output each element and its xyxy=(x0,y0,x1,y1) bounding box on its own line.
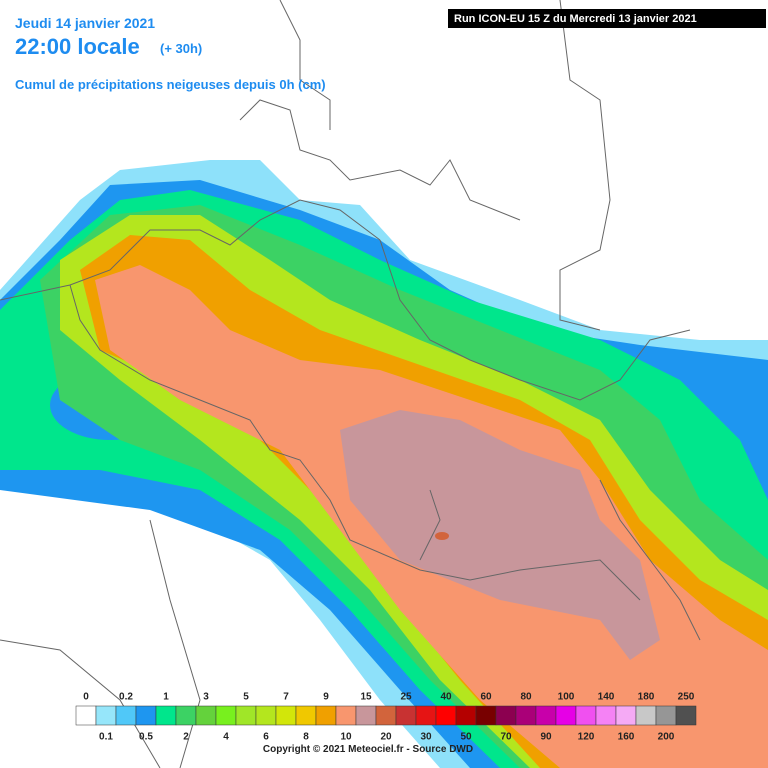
legend-swatch xyxy=(195,705,217,726)
legend-label: 20 xyxy=(380,732,392,743)
field-title: Cumul de précipitations neigeuses depuis… xyxy=(15,77,326,92)
legend-label: 140 xyxy=(598,692,615,703)
legend-swatch xyxy=(475,705,497,726)
legend-swatch xyxy=(175,705,197,726)
snow-field xyxy=(0,160,768,768)
legend-label: 10 xyxy=(340,732,352,743)
time: 22:00 locale xyxy=(15,34,140,59)
legend-label: 9 xyxy=(323,692,329,703)
legend: 0 0.1 0.2 0.5 1 2 3 4 5 6 7 8 9 10 15 20 25 30 40 50 60 70 80 9… xyxy=(75,692,697,743)
legend-swatch xyxy=(535,705,557,726)
legend-label: 60 xyxy=(480,692,492,703)
legend-label: 5 xyxy=(243,692,249,703)
copyright: Copyright © 2021 Meteociel.fr - Source D… xyxy=(263,744,473,755)
legend-label: 2 xyxy=(183,732,189,743)
legend-swatch xyxy=(495,705,517,726)
legend-swatch xyxy=(295,705,317,726)
legend-label: 250 xyxy=(678,692,695,703)
legend-label: 70 xyxy=(500,732,512,743)
legend-label: 90 xyxy=(540,732,552,743)
legend-swatch xyxy=(575,705,597,726)
legend-swatch xyxy=(235,705,257,726)
legend-label: 50 xyxy=(460,732,472,743)
legend-label: 0 xyxy=(83,692,89,703)
legend-label: 40 xyxy=(440,692,452,703)
legend-label: 120 xyxy=(578,732,595,743)
legend-label: 8 xyxy=(303,732,309,743)
legend-swatch xyxy=(95,705,117,726)
legend-swatch xyxy=(675,705,697,726)
legend-label: 4 xyxy=(223,732,229,743)
legend-swatch xyxy=(135,705,157,726)
run-box xyxy=(448,9,766,28)
legend-label: 200 xyxy=(658,732,675,743)
legend-swatch xyxy=(355,705,377,726)
legend-label: 15 xyxy=(360,692,372,703)
legend-label: 7 xyxy=(283,692,289,703)
legend-label: 25 xyxy=(400,692,412,703)
legend-label: 80 xyxy=(520,692,532,703)
legend-swatch xyxy=(275,705,297,726)
legend-label: 30 xyxy=(420,732,432,743)
offset: (+ 30h) xyxy=(160,41,202,56)
legend-swatch xyxy=(435,705,457,726)
legend-swatch xyxy=(415,705,437,726)
legend-label: 160 xyxy=(618,732,635,743)
legend-swatch xyxy=(515,705,537,726)
legend-swatch xyxy=(215,705,237,726)
legend-label: 0.2 xyxy=(119,692,133,703)
legend-label: 180 xyxy=(638,692,655,703)
legend-swatch xyxy=(615,705,637,726)
legend-label: 100 xyxy=(558,692,575,703)
legend-label: 0.5 xyxy=(139,732,153,743)
legend-swatch xyxy=(455,705,477,726)
legend-swatch xyxy=(375,705,397,726)
run-info: Run ICON-EU 15 Z du Mercredi 13 janvier … xyxy=(454,13,697,25)
legend-swatch xyxy=(255,705,277,726)
borders xyxy=(0,0,701,768)
date: Jeudi 14 janvier 2021 xyxy=(15,15,155,31)
legend-label: 6 xyxy=(263,732,269,743)
legend-label: 3 xyxy=(203,692,209,703)
legend-label: 1 xyxy=(163,692,169,703)
legend-swatch xyxy=(555,705,577,726)
legend-swatch xyxy=(315,705,337,726)
legend-swatch xyxy=(395,705,417,726)
legend-swatch xyxy=(155,705,177,726)
legend-label: 0.1 xyxy=(99,732,113,743)
legend-swatch xyxy=(655,705,677,726)
legend-swatch xyxy=(595,705,617,726)
legend-swatch xyxy=(635,705,657,726)
legend-swatch xyxy=(75,705,97,726)
legend-swatch xyxy=(115,705,137,726)
legend-swatch xyxy=(335,705,357,726)
